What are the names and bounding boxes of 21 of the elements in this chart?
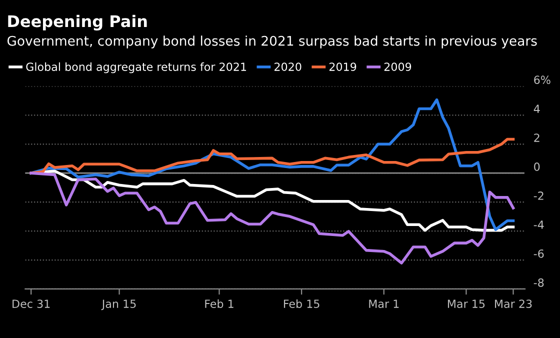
y-tick-label: 2 (534, 134, 540, 142)
x-tick-label: Mar 23 (495, 300, 532, 308)
legend-label: 2009 (384, 62, 412, 71)
x-tick-label: Feb 15 (284, 299, 320, 308)
y-tick-label: -2 (534, 192, 544, 200)
legend-label: 2019 (329, 62, 356, 71)
y-tick-label: 0 (534, 162, 540, 171)
y-tick-label: -4 (534, 220, 544, 229)
x-tick-label: Mar 1 (369, 300, 399, 308)
legend-label: 2020 (274, 62, 302, 71)
y-tick-label: -8 (534, 278, 544, 287)
y-tick-label: 6% (534, 76, 550, 84)
y-tick-label: 4 (534, 104, 540, 113)
chart-subtitle: Government, company bond losses in 2021 surpass bad starts in previous years (7, 36, 537, 48)
chart-title: Deepening Pain (8, 14, 147, 30)
legend-label: Global bond aggregate returns for 2021 (26, 62, 246, 74)
x-tick-label: Mar 15 (448, 300, 485, 308)
x-tick-label: Feb 1 (205, 299, 234, 308)
x-tick-label: Jan 15 (101, 300, 136, 310)
y-tick-label: -6 (534, 249, 544, 258)
x-tick-label: Dec 31 (12, 300, 50, 308)
